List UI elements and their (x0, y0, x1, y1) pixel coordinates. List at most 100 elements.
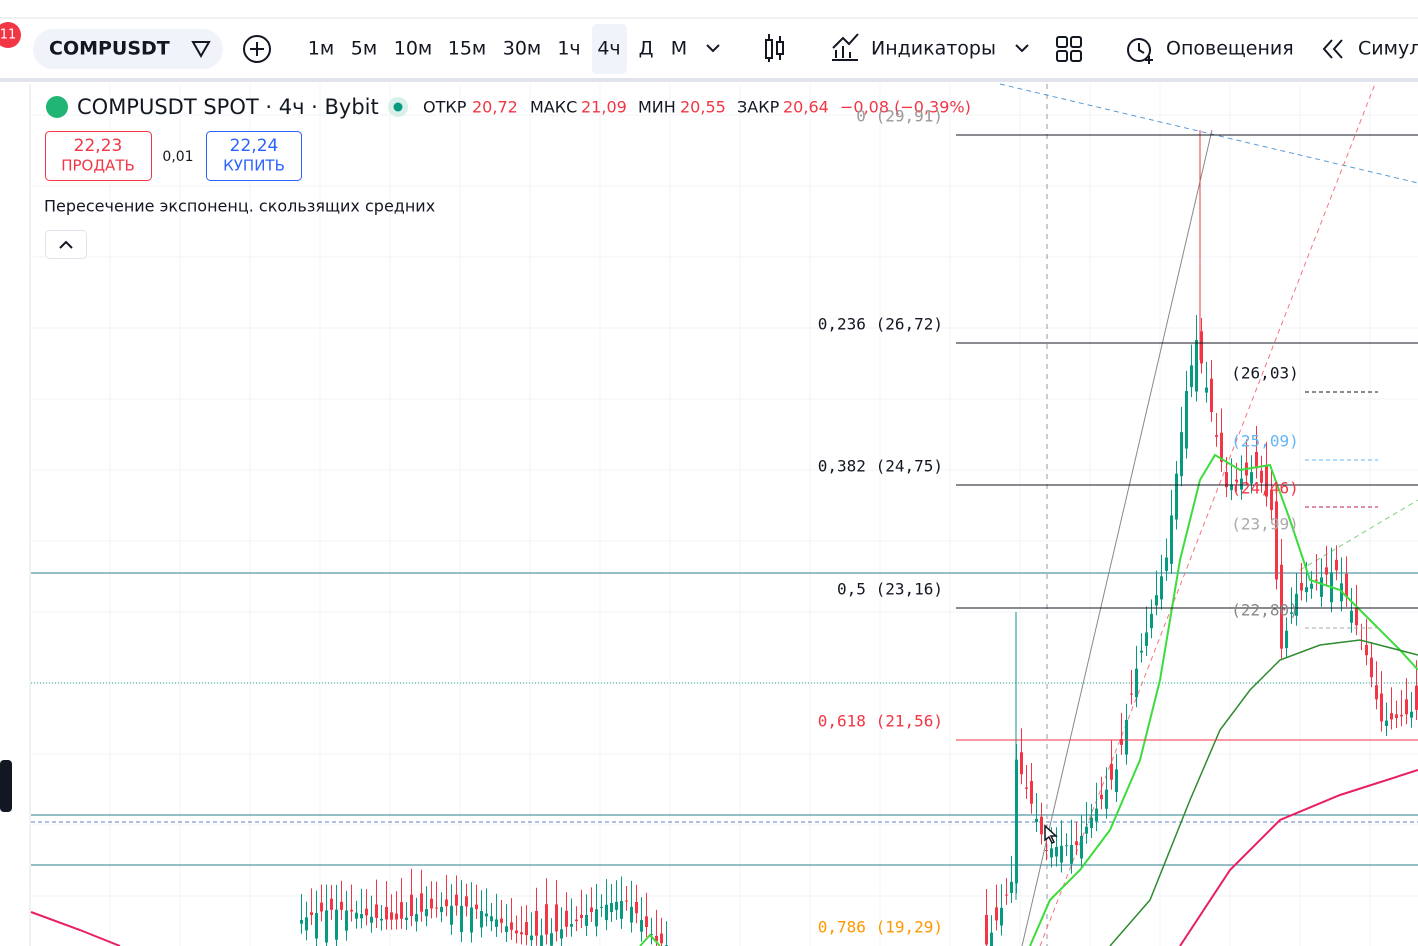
timeframe-button[interactable]: 10м (394, 38, 433, 60)
candle-body (1085, 826, 1088, 834)
candle-body (1310, 583, 1313, 589)
candle-body (1060, 845, 1063, 863)
candle-body (385, 906, 388, 920)
more-timeframes[interactable] (706, 44, 720, 53)
ema-left (639, 933, 661, 946)
trend-line (1021, 129, 1213, 946)
candle-body (660, 933, 663, 944)
fib-label: 0,618 (21,56) (818, 712, 943, 731)
candle-body (340, 901, 343, 910)
change-value: −0,08 (−0,39%) (840, 98, 971, 117)
candle-body (1285, 630, 1288, 649)
indicators-dropdown[interactable] (1015, 44, 1029, 53)
sell-button[interactable] (45, 131, 152, 181)
indicators-icon[interactable] (832, 33, 859, 61)
candle-body (545, 904, 548, 935)
replay-button[interactable]: Симул (1358, 38, 1418, 60)
candle-body (1395, 714, 1398, 719)
price-label: (23,99) (1231, 515, 1298, 534)
candle-body (300, 919, 303, 924)
plus-icon (250, 42, 264, 56)
candle-body (1035, 818, 1038, 822)
candle-body (355, 912, 358, 919)
alerts-button[interactable]: Оповещения (1166, 38, 1294, 60)
candle-body (470, 907, 473, 933)
layout-icon[interactable] (1056, 36, 1082, 62)
collapse-button[interactable] (45, 230, 87, 259)
buy-label[interactable]: КУПИТЬ (223, 157, 285, 175)
candle-body (1260, 470, 1263, 483)
candle-body (395, 913, 398, 920)
low-value: 20,55 (680, 98, 726, 117)
fib-label: 0,236 (26,72) (818, 315, 943, 334)
timeframe-button[interactable]: 4ч (597, 38, 620, 60)
candle-body (530, 935, 533, 941)
candle-body (1250, 472, 1253, 484)
timeframe-button[interactable]: Д (639, 38, 654, 60)
candle-body (1180, 432, 1183, 477)
candle-body (495, 919, 498, 927)
candle-body (1410, 711, 1413, 718)
cursor (1044, 824, 1058, 845)
candle-body (350, 909, 353, 912)
candle-body (1040, 816, 1043, 835)
diamond-icon[interactable] (191, 41, 211, 59)
alert-icon[interactable] (1127, 38, 1153, 64)
timeframe-button[interactable]: 1ч (557, 38, 580, 60)
buy-price[interactable]: 22,24 (230, 136, 279, 156)
left-tool[interactable] (0, 760, 12, 812)
sell-price[interactable]: 22,23 (74, 136, 123, 156)
candle-body (635, 902, 638, 914)
candle-body (1210, 378, 1213, 412)
symbol[interactable]: COMPUSDT (49, 38, 170, 60)
candle-body (1080, 835, 1083, 859)
candle-body (440, 906, 443, 913)
timeframe-button[interactable]: М (671, 38, 687, 60)
candle-body (1305, 587, 1308, 593)
timeframe-button[interactable]: 5м (351, 38, 377, 60)
buy-button[interactable] (206, 131, 302, 181)
timeframe-button[interactable]: 1м (308, 38, 334, 60)
candle-body (1325, 567, 1328, 575)
sell-label[interactable]: ПРОДАТЬ (61, 157, 135, 175)
candle-body (1140, 650, 1143, 653)
candle-body (1240, 478, 1243, 490)
candle-body (1145, 632, 1148, 646)
add-symbol[interactable] (243, 35, 271, 63)
timeframe-button[interactable]: 15м (448, 38, 487, 60)
candle-body (1050, 848, 1053, 858)
indicators-button[interactable]: Индикаторы (871, 38, 996, 60)
candle-body (380, 918, 383, 921)
candle-body (1385, 720, 1388, 726)
candle-body (1380, 693, 1383, 722)
candle-body (1030, 781, 1033, 804)
fib-label: 0,382 (24,75) (818, 457, 943, 476)
candle-body (1190, 365, 1193, 388)
timeframe-button[interactable]: 30м (503, 38, 542, 60)
symbol-search[interactable] (33, 29, 223, 69)
candle-body (1055, 846, 1058, 857)
candle-body (1365, 644, 1368, 656)
candle-body (430, 898, 433, 909)
candle-body (535, 910, 538, 936)
candle-body (615, 901, 618, 910)
ema-long-left (30, 911, 121, 946)
candle-body (595, 909, 598, 927)
replay-icon[interactable] (1322, 39, 1343, 59)
candle-body (1110, 763, 1113, 780)
candle-body (600, 906, 603, 908)
candle-body (990, 932, 993, 946)
chart-type[interactable] (765, 34, 784, 62)
candle-body (1045, 850, 1048, 852)
candle-body (465, 896, 468, 907)
candle-body (1255, 451, 1258, 469)
candle-body (520, 932, 523, 935)
candle-body (525, 922, 528, 936)
candle-body (1290, 612, 1293, 614)
candle-body (555, 904, 558, 932)
candle-body (580, 914, 583, 919)
candle-body (1025, 787, 1028, 789)
candle-body (505, 926, 508, 933)
candle-body (585, 914, 588, 926)
